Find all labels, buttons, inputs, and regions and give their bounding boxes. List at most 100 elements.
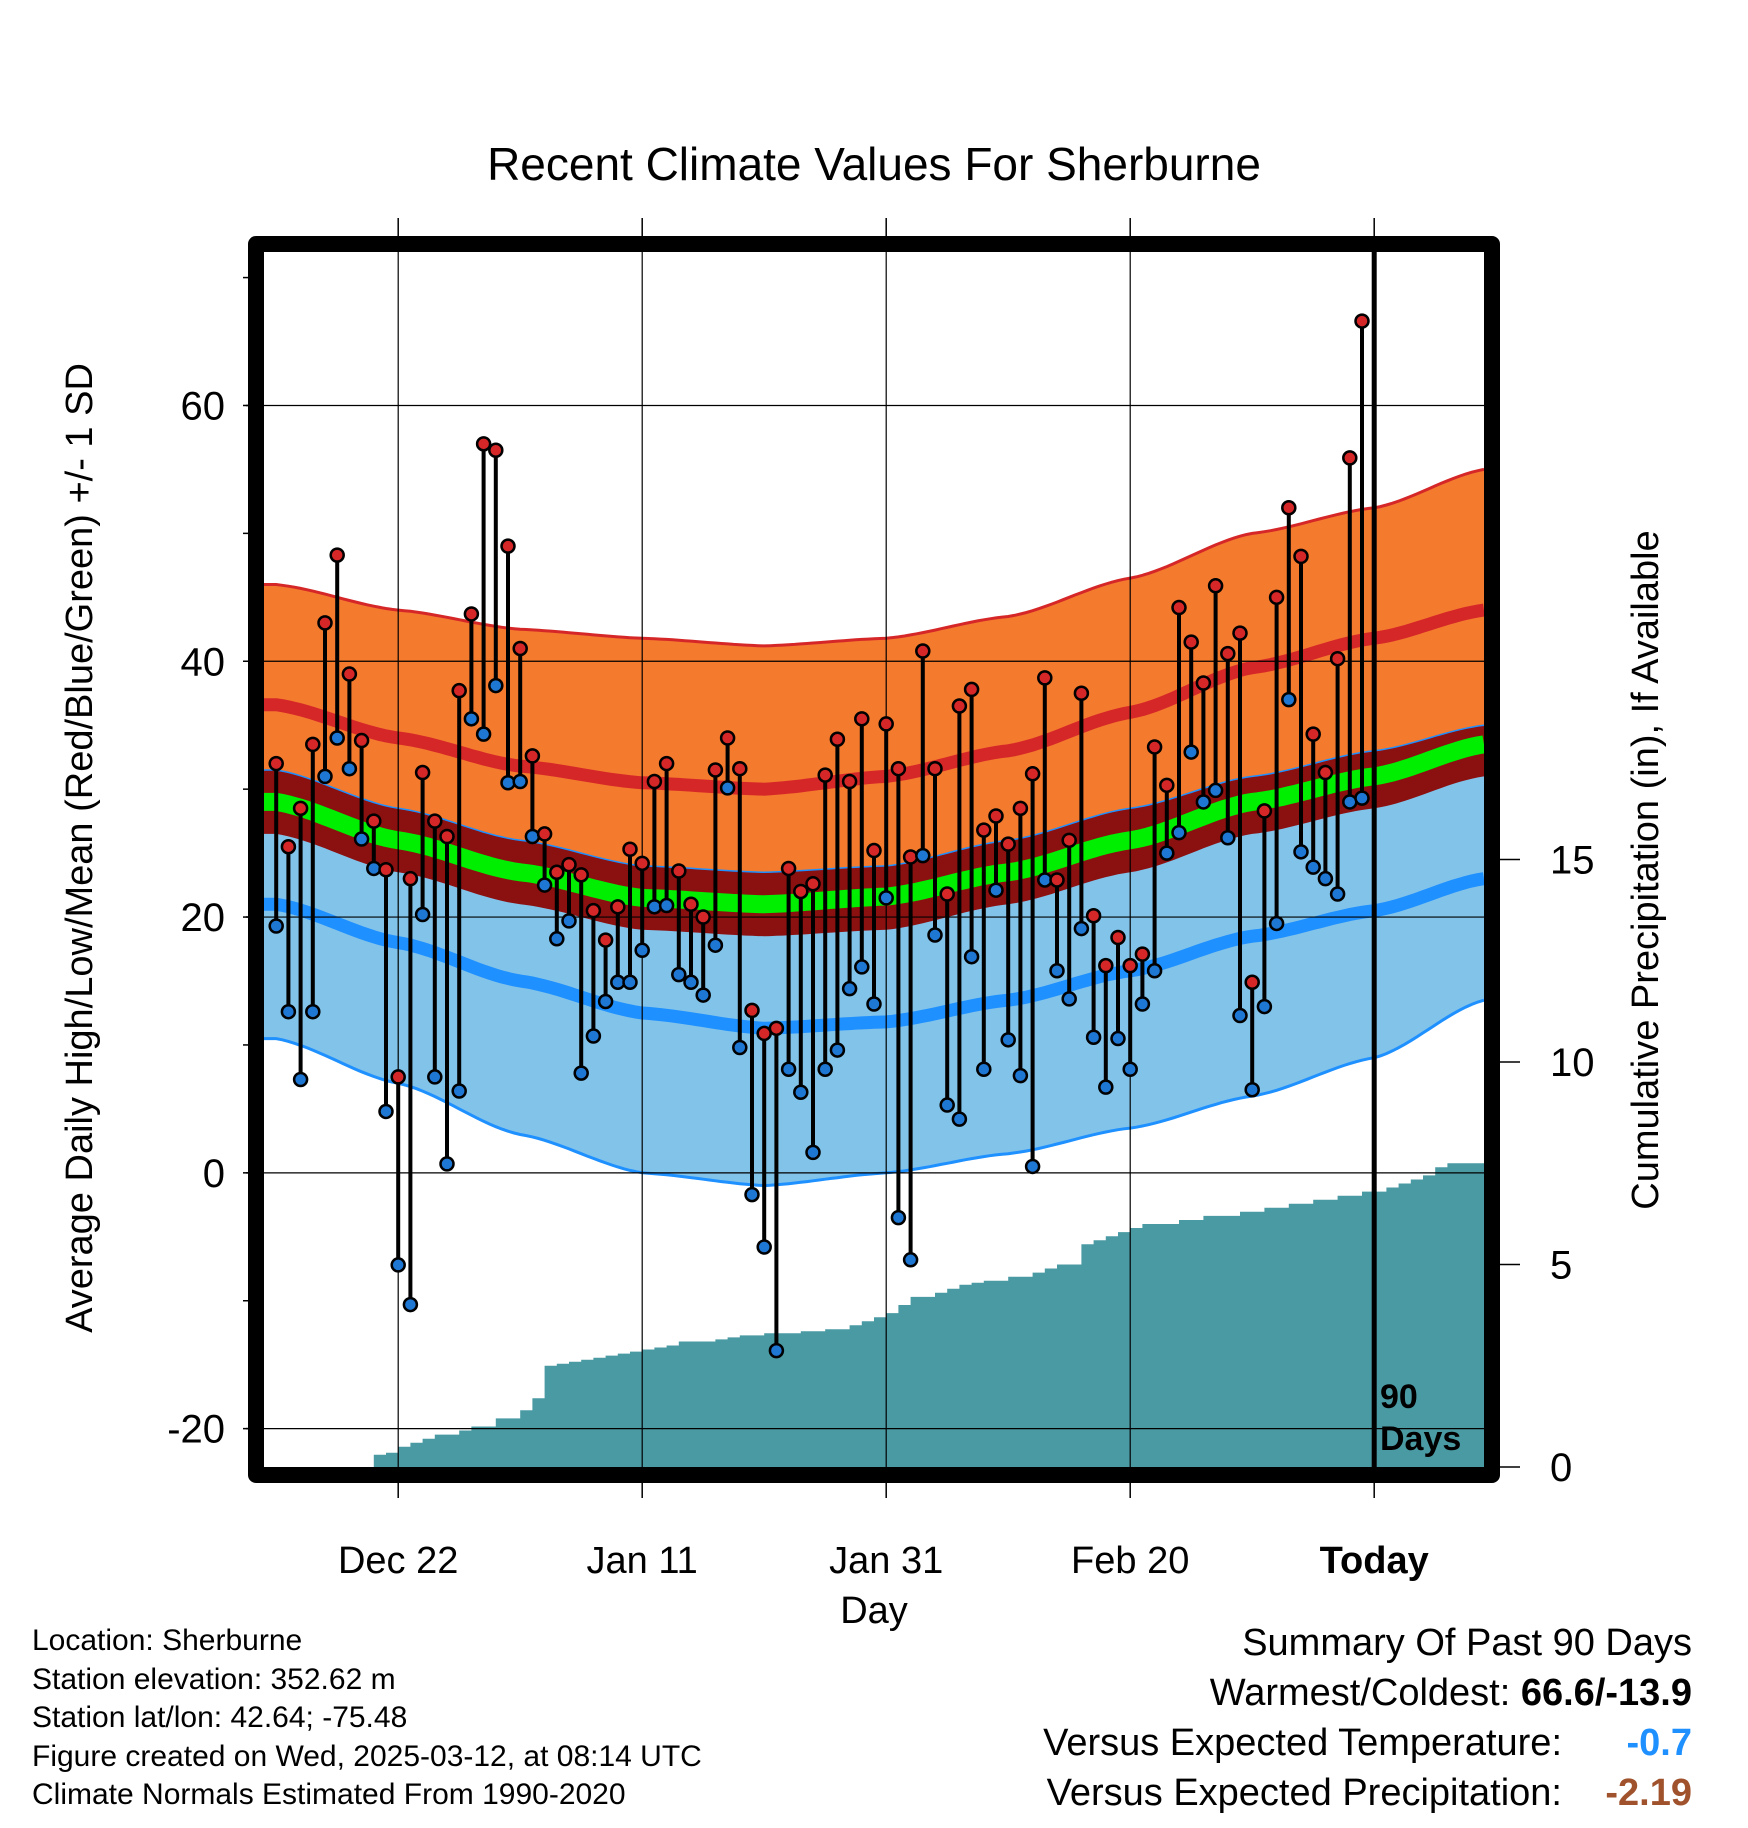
low-point bbox=[268, 918, 284, 934]
high-point bbox=[610, 899, 626, 915]
low-point bbox=[573, 1065, 589, 1081]
low-point bbox=[1183, 744, 1199, 760]
y2-axis-label: Cumulative Precipitation (in), If Availa… bbox=[1625, 530, 1667, 1209]
high-point bbox=[414, 764, 431, 781]
high-point bbox=[1195, 675, 1212, 691]
low-point bbox=[1171, 824, 1187, 841]
high-point bbox=[963, 681, 980, 698]
low-point bbox=[1305, 859, 1321, 875]
summary-panel: Summary Of Past 90 Days Warmest/Coldest:… bbox=[1043, 1618, 1692, 1818]
high-point bbox=[658, 755, 675, 772]
low-point bbox=[585, 1028, 602, 1044]
high-point bbox=[1122, 957, 1138, 974]
temp-label: Versus Expected Temperature: bbox=[1043, 1722, 1562, 1764]
low-point bbox=[1195, 794, 1212, 810]
low-point bbox=[768, 1342, 785, 1359]
low-point bbox=[976, 1061, 992, 1077]
low-point bbox=[646, 899, 663, 915]
low-point bbox=[658, 897, 675, 914]
low-point bbox=[890, 1209, 907, 1226]
high-point bbox=[1220, 645, 1236, 662]
high-point bbox=[707, 762, 724, 778]
high-point bbox=[622, 841, 638, 858]
high-point bbox=[451, 682, 467, 699]
x-tick-label: Today bbox=[1320, 1540, 1429, 1582]
summary-temp: Versus Expected Temperature: -0.7 bbox=[1043, 1718, 1692, 1768]
high-point bbox=[1354, 313, 1370, 329]
high-point bbox=[378, 861, 394, 878]
low-point bbox=[744, 1186, 760, 1203]
low-point bbox=[561, 913, 577, 929]
today-label-line2: Days bbox=[1380, 1420, 1461, 1458]
high-point bbox=[305, 736, 321, 753]
high-point bbox=[475, 436, 492, 452]
y-tick-label: 20 bbox=[181, 896, 226, 940]
low-point bbox=[1085, 1029, 1102, 1046]
low-point bbox=[536, 877, 553, 893]
high-normal-line bbox=[264, 603, 1484, 796]
high-point bbox=[1049, 872, 1065, 888]
high-point bbox=[817, 767, 833, 783]
low-point bbox=[329, 730, 345, 746]
low-point bbox=[341, 760, 358, 777]
high-point bbox=[524, 748, 541, 764]
high-point bbox=[1207, 578, 1224, 594]
low-point bbox=[500, 775, 516, 791]
low-point bbox=[1232, 1007, 1248, 1024]
high-point bbox=[744, 1002, 760, 1019]
low-point bbox=[305, 1003, 321, 1020]
low-point bbox=[488, 677, 504, 694]
high-point bbox=[317, 615, 333, 631]
low-point bbox=[732, 1039, 748, 1056]
info-location: Location: Sherburne bbox=[32, 1624, 303, 1657]
low-point bbox=[1329, 886, 1346, 902]
x-tick-label: Dec 22 bbox=[338, 1540, 458, 1582]
high-point bbox=[329, 547, 345, 563]
high-point bbox=[1134, 946, 1151, 962]
high-upper-edge bbox=[264, 467, 1484, 648]
high-point bbox=[1171, 599, 1187, 616]
low-point bbox=[866, 996, 882, 1012]
x-tick-label: Feb 20 bbox=[1071, 1540, 1189, 1582]
low-point bbox=[1281, 691, 1297, 708]
summary-warm-cold: Warmest/Coldest: 66.6/-13.9 bbox=[1043, 1668, 1692, 1718]
info-created: Figure created on Wed, 2025-03-12, at 08… bbox=[32, 1739, 702, 1773]
low-point bbox=[353, 831, 370, 847]
warm-cold-value: 66.6/-13.9 bbox=[1520, 1672, 1692, 1714]
high-point bbox=[915, 643, 931, 659]
today-label-line1: 90 bbox=[1380, 1378, 1418, 1416]
low-point bbox=[1256, 998, 1273, 1015]
info-latlon: Station lat/lon: 42.64; -75.48 bbox=[32, 1701, 408, 1734]
low-point bbox=[366, 860, 382, 877]
low-point bbox=[378, 1103, 394, 1120]
low-point bbox=[280, 1003, 297, 1020]
low-point bbox=[1000, 1032, 1016, 1048]
high-point bbox=[512, 640, 528, 657]
low-point bbox=[841, 980, 858, 997]
low-point bbox=[1220, 830, 1236, 846]
high-point bbox=[1073, 685, 1090, 701]
high-point bbox=[1281, 500, 1297, 516]
low-point bbox=[1049, 963, 1065, 979]
low-point bbox=[1207, 782, 1224, 799]
high-point bbox=[427, 813, 443, 829]
precipitation-area bbox=[276, 1163, 1484, 1467]
low-point bbox=[719, 780, 736, 796]
low-point bbox=[683, 974, 699, 991]
low-point bbox=[707, 937, 724, 953]
low-point bbox=[878, 890, 894, 906]
high-point bbox=[1061, 832, 1077, 849]
low-point bbox=[854, 959, 870, 975]
high-point bbox=[805, 876, 821, 892]
y-axis-label: Average Daily High/Low/Mean (Red/Blue/Gr… bbox=[59, 363, 101, 1333]
precip-value: -2.19 bbox=[1605, 1772, 1692, 1814]
low-lower-edge bbox=[264, 998, 1484, 1188]
high-point bbox=[841, 773, 858, 790]
y2-tick-label: 5 bbox=[1550, 1244, 1572, 1288]
low-point bbox=[414, 906, 431, 923]
info-normals: Climate Normals Estimated From 1990-2020 bbox=[32, 1778, 626, 1811]
low-point bbox=[549, 931, 565, 947]
low-point bbox=[292, 1071, 309, 1088]
high-point bbox=[646, 773, 663, 790]
